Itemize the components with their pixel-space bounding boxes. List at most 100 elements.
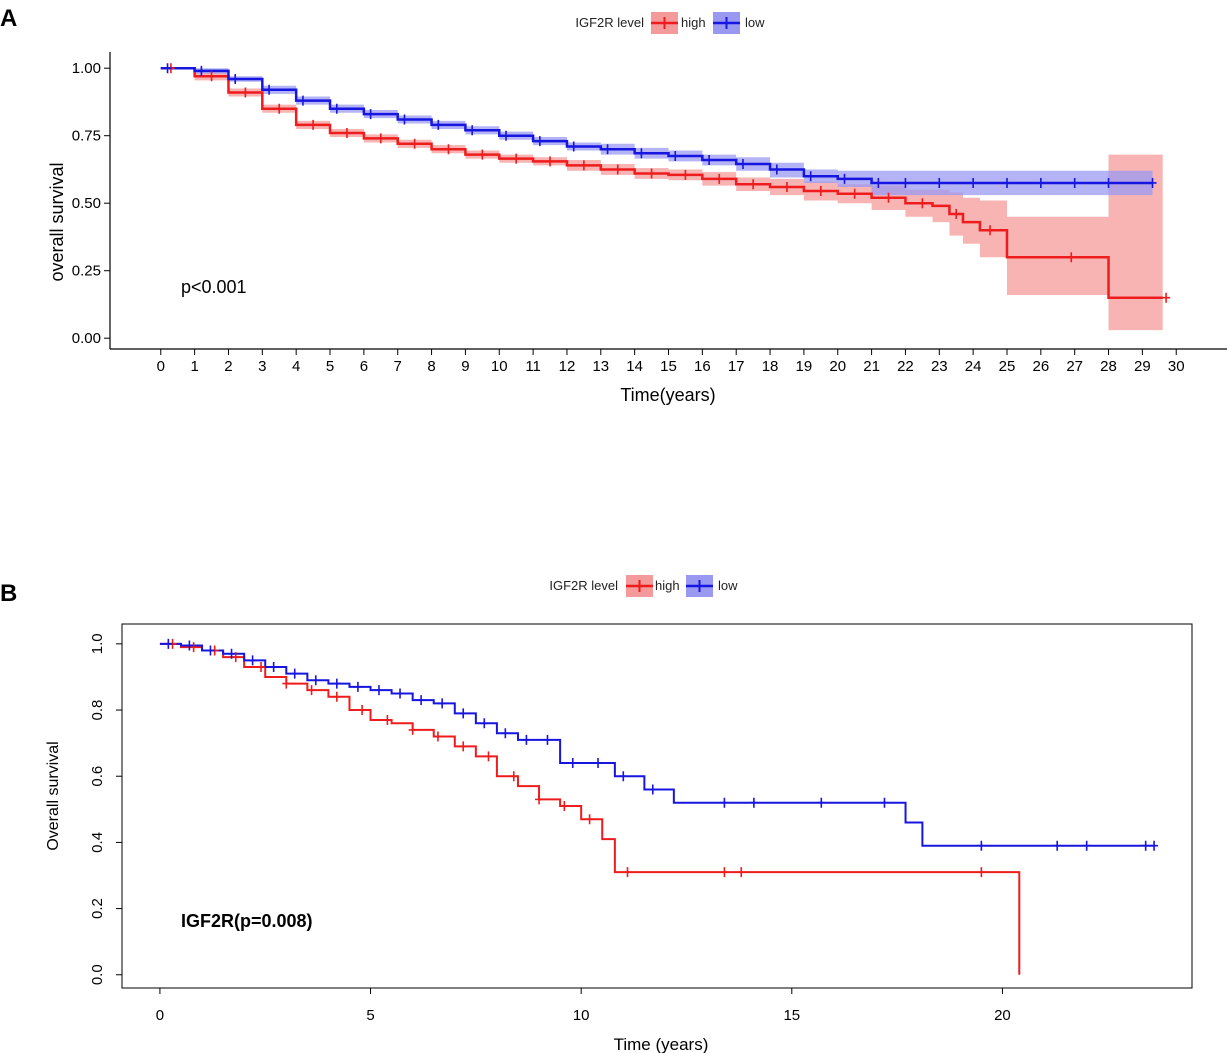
panel-b-y-tick-label-5: 1.0 xyxy=(89,633,106,654)
panel-a-censor-mark-low-11 xyxy=(535,136,544,147)
panel-a-censor-mark-high-24 xyxy=(986,225,995,236)
panel-a-x-tick-label-28: 28 xyxy=(1100,358,1117,375)
panel-a-legend-title: IGF2R level xyxy=(575,15,644,30)
panel-a-x-tick-label-6: 6 xyxy=(360,358,368,375)
panel-a-censor-mark-low-10 xyxy=(502,130,511,141)
panel-a-x-tick-label-0: 0 xyxy=(157,358,165,375)
panel-a-x-tick-label-3: 3 xyxy=(258,358,266,375)
panel-a-censor-mark-high-12 xyxy=(579,160,588,171)
panel-b-censor-mark-low-10 xyxy=(374,685,383,696)
panel-a-censor-mark-high-10 xyxy=(512,153,521,164)
panel-a-censor-mark-low-5 xyxy=(332,103,341,114)
panel-a-y-tick-label-0: 0.00 xyxy=(72,330,101,347)
panel-b-y-tick-label-3: 0.6 xyxy=(89,766,106,787)
panel-a-censor-mark-high-13 xyxy=(613,164,622,175)
panel-b-censor-mark-low-30 xyxy=(1141,840,1150,851)
panel-a: A IGF2R level high low 0 1 2 3 4 5 6 7 8 9 10 11 12 1… xyxy=(0,5,1227,405)
panel-a-censor-mark-high-15 xyxy=(681,169,690,180)
panel-b-censor-mark-low-20 xyxy=(594,757,603,768)
panel-b-censor-mark-low-19 xyxy=(568,757,577,768)
panel-b-censor-mark-low-18 xyxy=(543,734,552,745)
panel-b-label: B xyxy=(0,580,17,607)
panel-b-censor-mark-low-21 xyxy=(619,771,628,782)
panel-b-y-tick-label-1: 0.2 xyxy=(89,898,106,919)
panel-a-censor-mark-low-28 xyxy=(1104,177,1113,188)
panel-b-censor-mark-low-14 xyxy=(459,708,468,719)
panel-a-legend: IGF2R level high low xyxy=(575,12,765,34)
panel-a-x-tick-label-4: 4 xyxy=(292,358,300,375)
panel-b-x-tick-label-20: 20 xyxy=(994,1007,1011,1024)
panel-a-y-tick-label-4: 1.00 xyxy=(72,60,101,77)
panel-a-censor-mark-low-6 xyxy=(366,109,375,120)
panel-a-x-tick-label-20: 20 xyxy=(829,358,846,375)
panel-a-censor-mark-high-22 xyxy=(918,198,927,209)
panel-b-censor-mark-high-4 xyxy=(257,662,266,673)
panel-a-censor-mark-high-2 xyxy=(241,87,250,98)
panel-b-censor-mark-high-14 xyxy=(509,771,518,782)
panel-b-censor-mark-low-1 xyxy=(185,640,194,651)
panel-b-censor-mark-high-13 xyxy=(484,751,493,762)
panel-b-censor-mark-low-16 xyxy=(501,728,510,739)
panel-b-censor-mark-low-27 xyxy=(977,840,986,851)
panel-b-y-tick-label-4: 0.8 xyxy=(89,700,106,721)
panel-b: B IGF2R level high low 0 5 10 15 20 0.0 0.2 0.4… xyxy=(0,575,1193,1053)
panel-a-censor-mark-high-20 xyxy=(850,188,859,199)
panel-a-x-tick-label-29: 29 xyxy=(1134,358,1151,375)
panel-b-censor-mark-high-11 xyxy=(433,731,442,742)
panel-b-censor-mark-low-4 xyxy=(248,655,257,666)
panel-a-x-tick-label-11: 11 xyxy=(525,358,541,375)
panel-a-censor-mark-low-0 xyxy=(163,63,172,74)
panel-b-legend: IGF2R level high low xyxy=(549,575,738,597)
panel-a-censor-mark-high-9 xyxy=(478,149,487,160)
panel-a-x-tick-label-17: 17 xyxy=(728,358,745,375)
panel-a-x-tick-label-12: 12 xyxy=(559,358,576,375)
panel-a-x-tick-label-16: 16 xyxy=(694,358,711,375)
panel-a-x-tick-label-25: 25 xyxy=(999,358,1016,375)
panel-a-censor-mark-high-26 xyxy=(1162,292,1171,303)
panel-b-legend-title: IGF2R level xyxy=(549,578,618,593)
panel-b-censor-mark-low-28 xyxy=(1053,840,1062,851)
panel-b-plot-frame xyxy=(121,623,1193,989)
panel-b-p-value: IGF2R(p=0.008) xyxy=(181,911,313,931)
panel-a-x-axis-title: Time(years) xyxy=(620,385,715,405)
panel-a-censor-mark-low-1 xyxy=(197,65,206,76)
panel-a-x-tick-label-23: 23 xyxy=(931,358,948,375)
panel-a-censor-mark-low-8 xyxy=(434,119,443,130)
panel-b-censor-mark-low-11 xyxy=(396,688,405,699)
panel-b-x-tick-label-5: 5 xyxy=(366,1007,374,1024)
panel-a-censor-mark-low-21 xyxy=(874,177,883,188)
panel-a-censor-mark-high-23 xyxy=(952,209,961,219)
panel-a-censor-mark-low-27 xyxy=(1070,177,1079,188)
panel-b-x-tick-label-15: 15 xyxy=(783,1007,800,1024)
panel-a-censor-mark-high-14 xyxy=(647,168,656,179)
panel-b-censor-mark-low-22 xyxy=(648,784,657,795)
panel-a-censor-mark-low-20 xyxy=(840,173,849,184)
panel-a-y-axis-title: overall survival xyxy=(47,162,67,281)
panel-b-censor-mark-low-2 xyxy=(206,645,215,656)
panel-b-censor-mark-low-3 xyxy=(227,648,236,659)
panel-b-y-tick-label-0: 0.0 xyxy=(89,964,106,985)
panel-a-x-tick-label-24: 24 xyxy=(965,358,982,375)
panel-a-plot: 0 1 2 3 4 5 6 7 8 9 10 11 12 13 14 15 16 17 18 19 20 21 22 23 24… xyxy=(72,52,1227,375)
panel-a-y-tick-label-3: 0.75 xyxy=(72,128,101,145)
panel-a-censor-mark-low-18 xyxy=(772,164,781,175)
panel-b-censor-mark-high-19 xyxy=(720,867,729,878)
panel-a-x-tick-label-2: 2 xyxy=(224,358,232,375)
panel-a-x-tick-label-21: 21 xyxy=(863,358,880,375)
panel-a-censor-mark-low-17 xyxy=(738,159,747,170)
panel-a-censor-mark-low-29 xyxy=(1148,177,1157,188)
panel-b-censor-mark-high-21 xyxy=(977,867,986,878)
panel-a-censor-mark-high-19 xyxy=(816,186,825,197)
panel-a-x-tick-label-10: 10 xyxy=(491,358,508,375)
panel-b-censor-mark-high-16 xyxy=(560,801,569,811)
panel-a-x-tick-label-26: 26 xyxy=(1032,358,1049,375)
panel-b-censor-mark-low-29 xyxy=(1082,840,1091,851)
panel-a-x-tick-label-8: 8 xyxy=(427,358,435,375)
panel-b-censor-mark-high-1 xyxy=(189,642,198,653)
panel-a-censor-mark-low-4 xyxy=(298,95,307,106)
panel-b-plot: 0 5 10 15 20 0.0 0.2 0.4 0.6 0.8 1.0 xyxy=(89,623,1193,1024)
panel-a-x-tick-label-7: 7 xyxy=(394,358,402,375)
panel-b-y-tick-label-2: 0.4 xyxy=(89,832,106,853)
panel-b-censor-mark-low-23 xyxy=(720,797,729,808)
panel-a-censor-mark-low-7 xyxy=(400,114,409,125)
